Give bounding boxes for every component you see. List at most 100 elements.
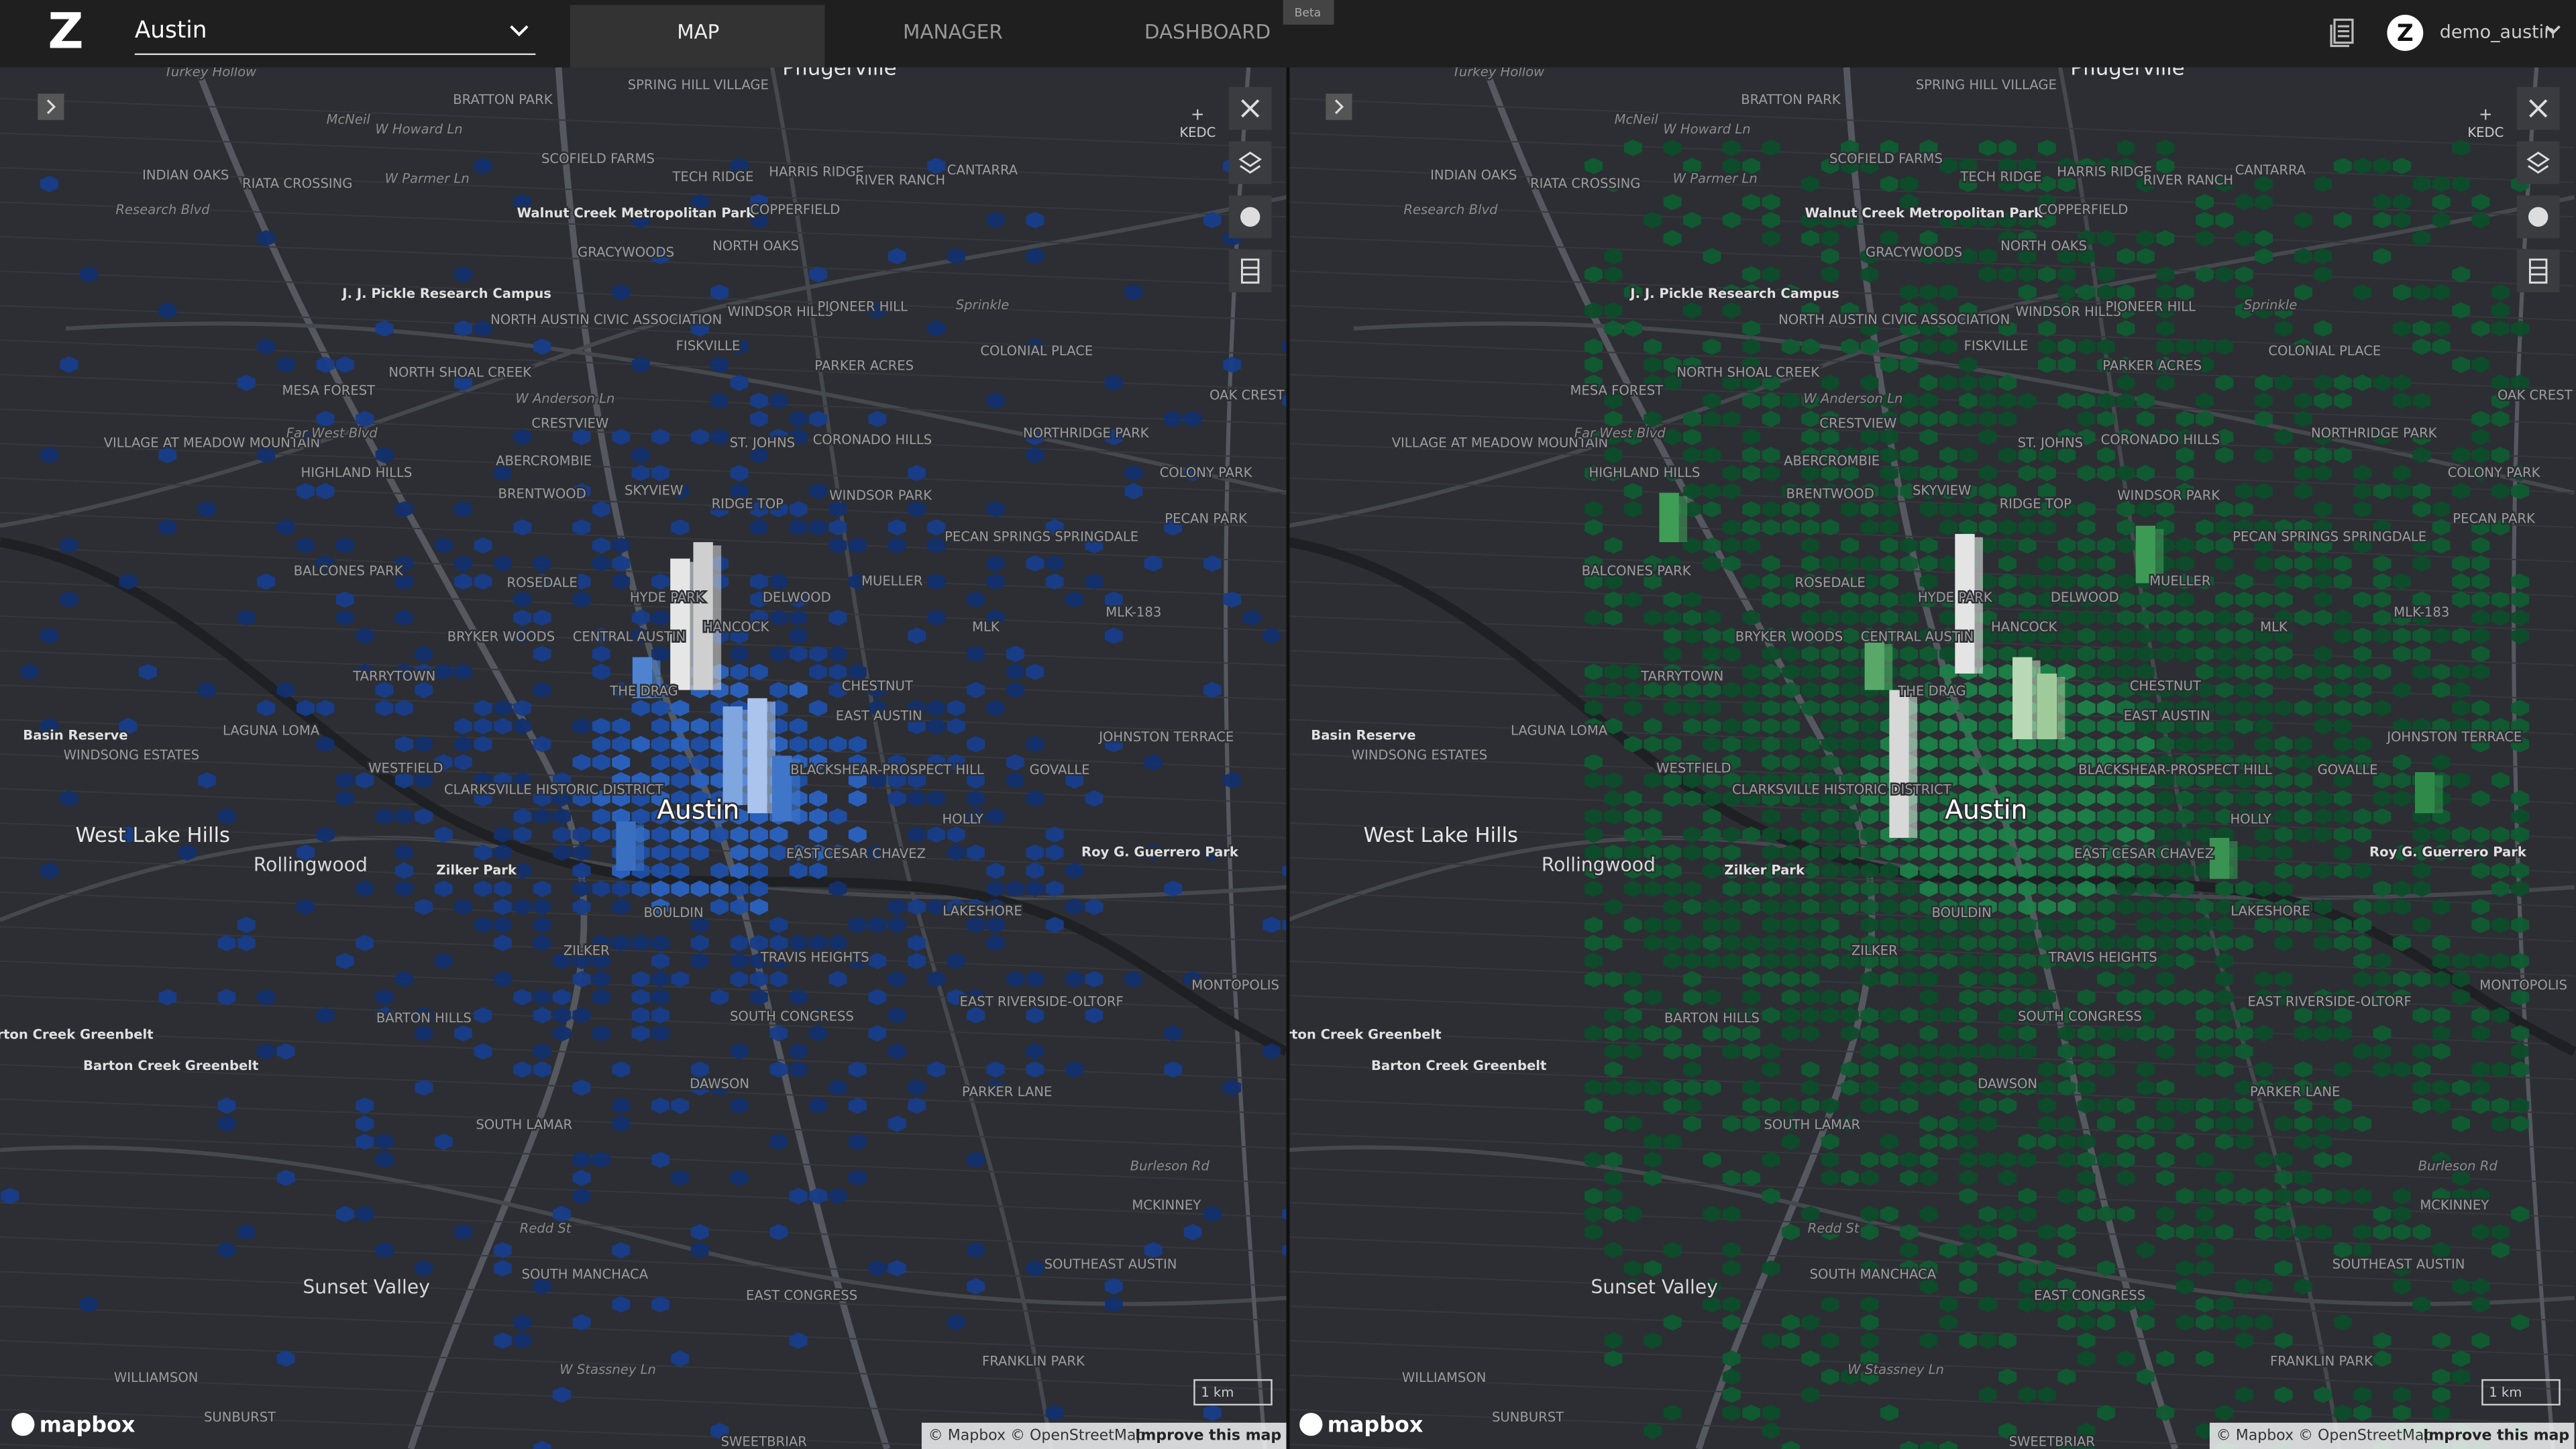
hexbin [2018,591,2037,608]
tab-manager[interactable]: MANAGER [903,20,1003,43]
hexbin [2196,627,2214,644]
hexbin [1703,645,1721,662]
expand-icon [1334,99,1344,115]
hexbin [828,844,847,861]
hexbin [1203,844,1222,861]
hexbin [1860,1314,1879,1331]
place-label: OAK CREST [2498,388,2573,403]
hexbin [2274,302,2293,319]
hexbin [2432,898,2451,916]
hexbin [1900,663,1919,680]
attribution-bg [2209,1422,2575,1449]
hexbin [2274,862,2293,879]
hexbin [2215,555,2234,572]
hexbin [710,429,729,445]
hexbin [2333,808,2352,825]
hexbin [2156,284,2175,301]
hexbin [2471,790,2490,807]
hexbin [2176,880,2194,898]
hexbin [1703,934,1721,951]
tab-map[interactable]: MAP [677,20,719,43]
hexbin [2235,1332,2253,1349]
hexbin [1841,140,1860,156]
improve-link[interactable]: Improve this map [2423,1427,2569,1444]
hexbin [2057,447,2076,464]
map-control-table[interactable] [1228,250,1272,292]
place-label: WILLIAMSON [114,1370,199,1385]
hexbin [612,790,631,807]
road [1289,195,2575,528]
hexbin [474,880,492,898]
place-label: CLARKSVILLE HISTORIC DISTRICT [444,782,664,797]
hexbin [1880,140,1898,156]
hexbin [1703,609,1721,627]
hexbin [2097,700,2116,716]
hexbin [1841,880,1860,898]
hexbin [592,808,610,825]
hexbin [1959,934,1978,951]
avatar[interactable] [2387,15,2424,51]
expand-button[interactable] [38,93,64,120]
hexbin [2136,229,2155,247]
hexbin [474,790,492,807]
hexbin [2215,609,2234,627]
hexbin [1644,1151,1662,1169]
hexbin [2255,229,2273,247]
map-control-layers[interactable] [1228,141,1272,184]
place-label: GRACYWOODS [1866,245,1962,260]
tab-dashboard[interactable]: DASHBOARD [1144,20,1271,43]
hexbin [1682,989,1701,1006]
place-label: Barton Creek Greenbelt [1266,1026,1441,1042]
hexbin [967,916,985,934]
hexbin [1585,934,1603,951]
expand-button[interactable] [1326,93,1352,120]
hex-column [747,698,767,814]
hexbin [2116,609,2135,627]
hexbin [789,1043,808,1060]
hexbin [2452,1368,2471,1385]
hexbin [1860,718,1879,735]
hexbin [2392,1187,2411,1205]
hexbin [2412,1043,2431,1060]
hexbin [1880,229,1898,247]
hexbin [1762,880,1780,898]
hexbin [2097,736,2116,753]
hexbin [1939,844,1957,861]
user-name[interactable]: demo_austin [2440,21,2556,42]
hexbin [2156,916,2175,934]
hexbin [553,772,572,789]
hexbin [1841,718,1860,735]
hexbin [1959,808,1978,825]
hexbin [908,700,926,716]
improve-link[interactable]: Improve this map [1135,1427,1281,1444]
map-control-layers[interactable] [2516,141,2560,184]
city-select[interactable]: Austin [135,17,207,44]
hexbin [1939,284,1957,301]
hexbin [1900,1097,1919,1114]
hexbin [1959,302,1978,319]
map-control-table[interactable] [2516,250,2560,292]
hexbin [474,1043,492,1060]
place-label: W Parmer Ln [385,170,470,186]
user-menu-arrow[interactable] [2545,25,2561,35]
hexbin [513,193,532,211]
hexbin [335,1205,354,1223]
docs-icon[interactable] [2330,18,2354,48]
logo[interactable]: Z [48,3,83,60]
hexbin [1781,1440,1800,1449]
hexbin [2077,736,2096,753]
hexbin [2156,862,2175,879]
hexbin [2452,302,2471,319]
hexbin [1742,193,1761,211]
hexbin [631,790,650,807]
hexbin [1703,1025,1721,1042]
hexbin [2491,591,2510,608]
dropdown-arrow[interactable] [510,25,529,37]
hexbin [2255,898,2273,916]
hexbin [40,862,58,879]
hexbin [1223,591,1242,608]
hexbin [1978,790,1997,807]
hexbin [2314,1079,2332,1096]
